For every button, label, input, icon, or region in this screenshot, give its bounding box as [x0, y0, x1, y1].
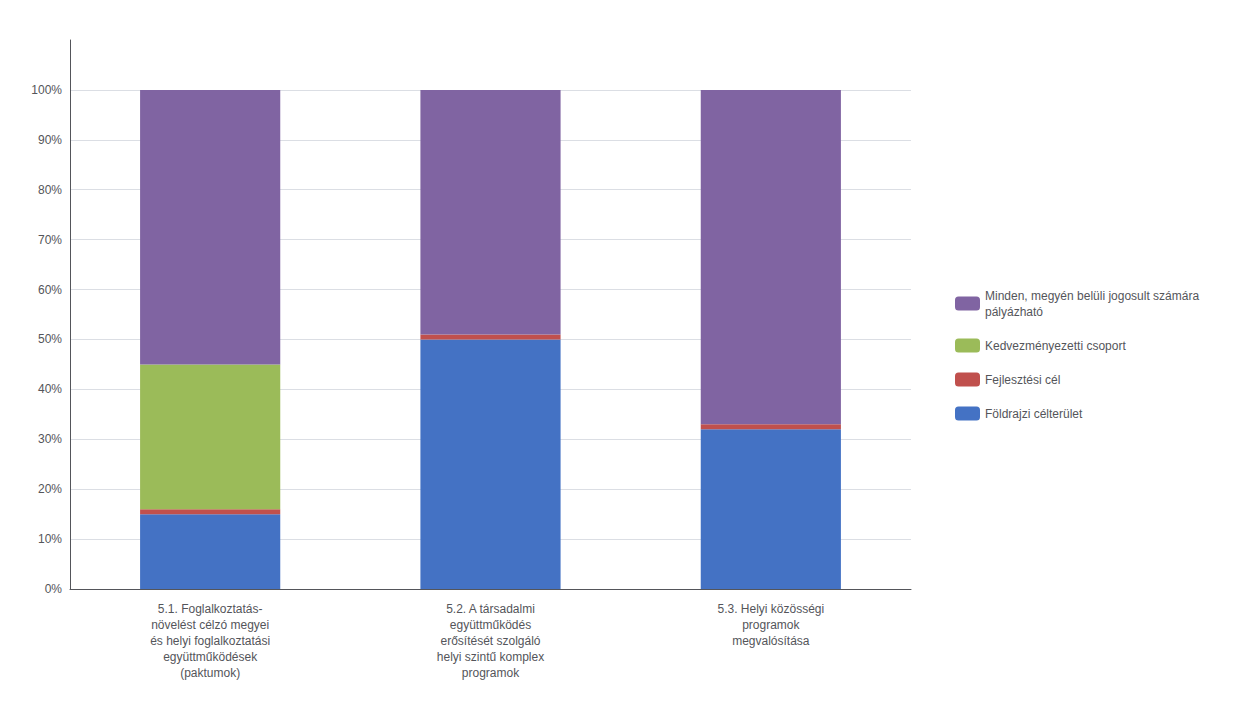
svg-text:20%: 20%: [38, 482, 62, 496]
svg-text:együttműködés: együttműködés: [450, 618, 531, 632]
svg-text:90%: 90%: [38, 133, 62, 147]
svg-text:5.2. A társadalmi: 5.2. A társadalmi: [446, 602, 535, 616]
svg-text:70%: 70%: [38, 233, 62, 247]
svg-text:100%: 100%: [31, 83, 62, 97]
svg-text:Földrajzi célterület: Földrajzi célterület: [985, 407, 1083, 421]
svg-text:80%: 80%: [38, 183, 62, 197]
svg-text:0%: 0%: [45, 582, 63, 596]
svg-text:5.1. Foglalkoztatás-: 5.1. Foglalkoztatás-: [158, 602, 263, 616]
svg-text:erősítését szolgáló: erősítését szolgáló: [440, 634, 540, 648]
svg-text:és helyi foglalkoztatási: és helyi foglalkoztatási: [150, 634, 270, 648]
svg-text:Minden, megyén belüli jogosult: Minden, megyén belüli jogosult számára: [985, 289, 1199, 303]
svg-text:Kedvezményezetti csoport: Kedvezményezetti csoport: [985, 339, 1126, 353]
svg-text:Fejlesztési cél: Fejlesztési cél: [985, 373, 1060, 387]
svg-text:50%: 50%: [38, 332, 62, 346]
svg-text:(paktumok): (paktumok): [180, 666, 240, 680]
svg-text:programok: programok: [462, 666, 520, 680]
svg-text:megvalósítása: megvalósítása: [732, 634, 810, 648]
svg-text:pályázható: pályázható: [985, 305, 1043, 319]
svg-text:programok: programok: [742, 618, 800, 632]
svg-text:együttműködések: együttműködések: [163, 650, 258, 664]
svg-text:helyi szintű komplex: helyi szintű komplex: [437, 650, 544, 664]
svg-text:60%: 60%: [38, 283, 62, 297]
svg-text:növelést célzó megyei: növelést célzó megyei: [151, 618, 269, 632]
svg-text:5.3. Helyi közösségi: 5.3. Helyi közösségi: [717, 602, 824, 616]
svg-text:40%: 40%: [38, 382, 62, 396]
svg-text:10%: 10%: [38, 532, 62, 546]
svg-text:30%: 30%: [38, 432, 62, 446]
